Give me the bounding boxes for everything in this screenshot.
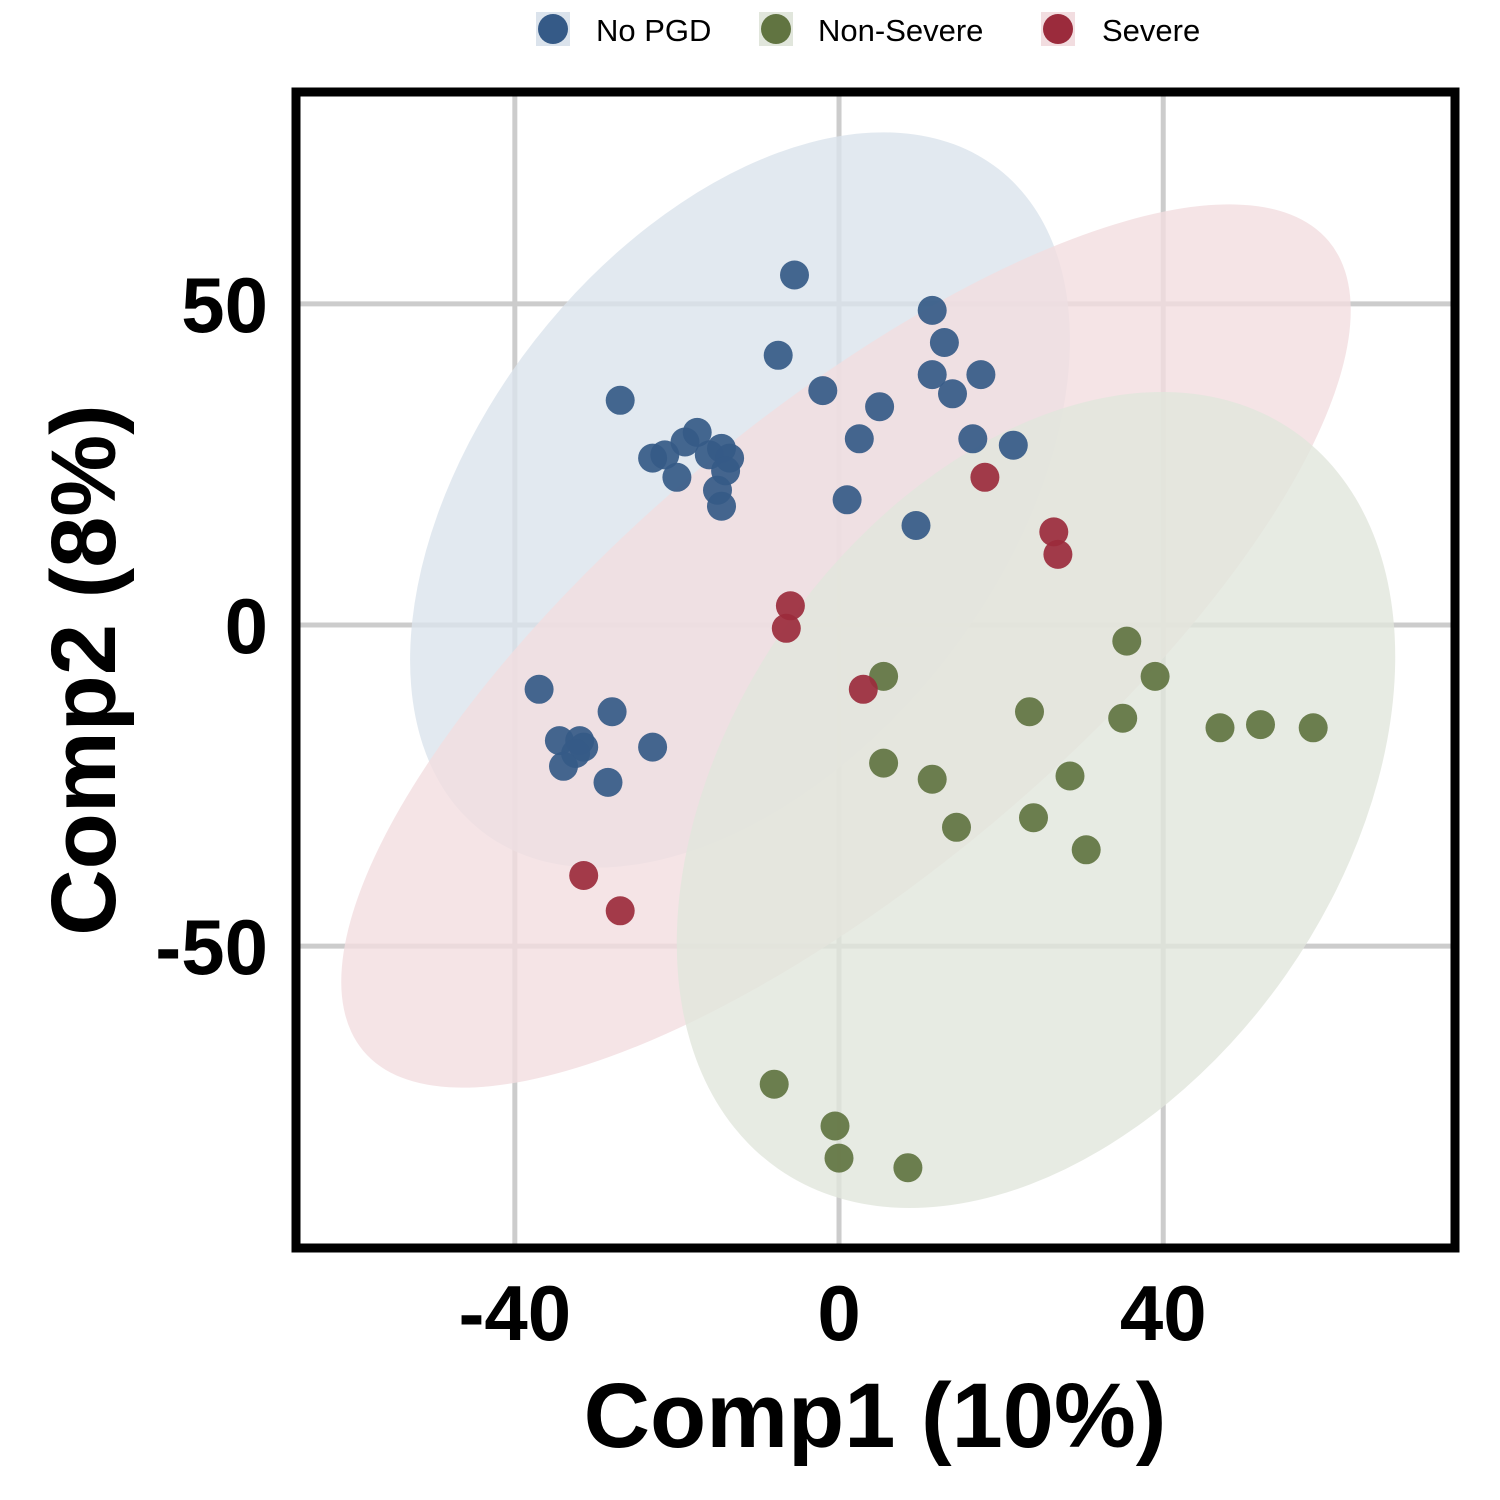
point-non-severe: [917, 764, 947, 794]
point-no-pgd: [966, 360, 996, 390]
x-axis-title: Comp1 (10%): [584, 1365, 1167, 1467]
point-no-pgd: [638, 732, 668, 762]
point-no-pgd: [929, 328, 959, 357]
point-non-severe: [1108, 703, 1138, 733]
point-non-severe: [1015, 697, 1044, 727]
point-no-pgd: [832, 485, 862, 515]
point-severe: [970, 462, 1000, 492]
point-no-pgd: [917, 360, 947, 390]
point-no-pgd: [662, 462, 692, 492]
legend-label-no-pgd: No PGD: [596, 13, 711, 48]
point-non-severe: [824, 1143, 854, 1173]
y-tick-label: 50: [181, 261, 268, 349]
y-axis-title: Comp2 (8%): [33, 404, 135, 936]
legend-marker-non-severe: [761, 14, 791, 44]
point-no-pgd: [938, 379, 967, 409]
point-severe: [775, 591, 805, 621]
point-non-severe: [1205, 713, 1235, 743]
plot-frame: [291, 87, 1460, 1253]
point-severe: [569, 861, 599, 890]
point-non-severe: [1246, 710, 1275, 740]
legend-label-severe: Severe: [1102, 13, 1200, 48]
point-no-pgd: [917, 295, 947, 325]
point-no-pgd: [549, 751, 578, 781]
point-non-severe: [869, 748, 899, 778]
legend-marker-severe: [1043, 14, 1073, 44]
point-severe: [848, 674, 878, 704]
point-non-severe: [1298, 713, 1328, 743]
legend-marker-no-pgd: [538, 14, 568, 44]
x-tick-label: 40: [1120, 1269, 1207, 1357]
point-non-severe: [1140, 661, 1170, 691]
y-tick-label: 0: [225, 582, 268, 670]
legend-label-non-severe: Non-Severe: [818, 13, 983, 48]
point-no-pgd: [593, 767, 623, 797]
point-non-severe: [1112, 626, 1142, 656]
point-severe: [605, 896, 635, 926]
point-no-pgd: [763, 340, 793, 370]
point-non-severe: [1071, 835, 1101, 865]
x-tick-label: -40: [458, 1269, 571, 1357]
ellipse-non-severe: [676, 391, 1396, 1209]
point-no-pgd: [865, 392, 895, 422]
point-no-pgd: [524, 674, 554, 704]
point-severe: [1039, 517, 1069, 547]
point-severe: [771, 613, 801, 643]
point-non-severe: [942, 812, 971, 842]
point-no-pgd: [707, 491, 736, 521]
point-no-pgd: [780, 260, 809, 290]
x-tick-label: 0: [817, 1269, 860, 1357]
point-non-severe: [820, 1111, 850, 1141]
legend: No PGD Non-Severe Severe: [536, 12, 1200, 48]
point-no-pgd: [638, 443, 668, 473]
y-tick-label: -50: [155, 903, 268, 991]
point-no-pgd: [958, 424, 988, 454]
point-non-severe: [1019, 803, 1048, 833]
tick-labels: -40 0 40 50 0 -50: [155, 261, 1206, 1357]
point-no-pgd: [597, 697, 627, 727]
point-no-pgd: [808, 376, 838, 406]
point-no-pgd: [901, 511, 931, 540]
point-no-pgd: [844, 424, 874, 454]
point-no-pgd: [998, 430, 1028, 460]
point-non-severe: [759, 1069, 789, 1099]
point-severe: [1043, 539, 1073, 569]
point-non-severe: [1055, 761, 1085, 791]
point-non-severe: [893, 1153, 923, 1183]
point-no-pgd: [605, 385, 635, 415]
data-points: [524, 260, 1328, 1183]
